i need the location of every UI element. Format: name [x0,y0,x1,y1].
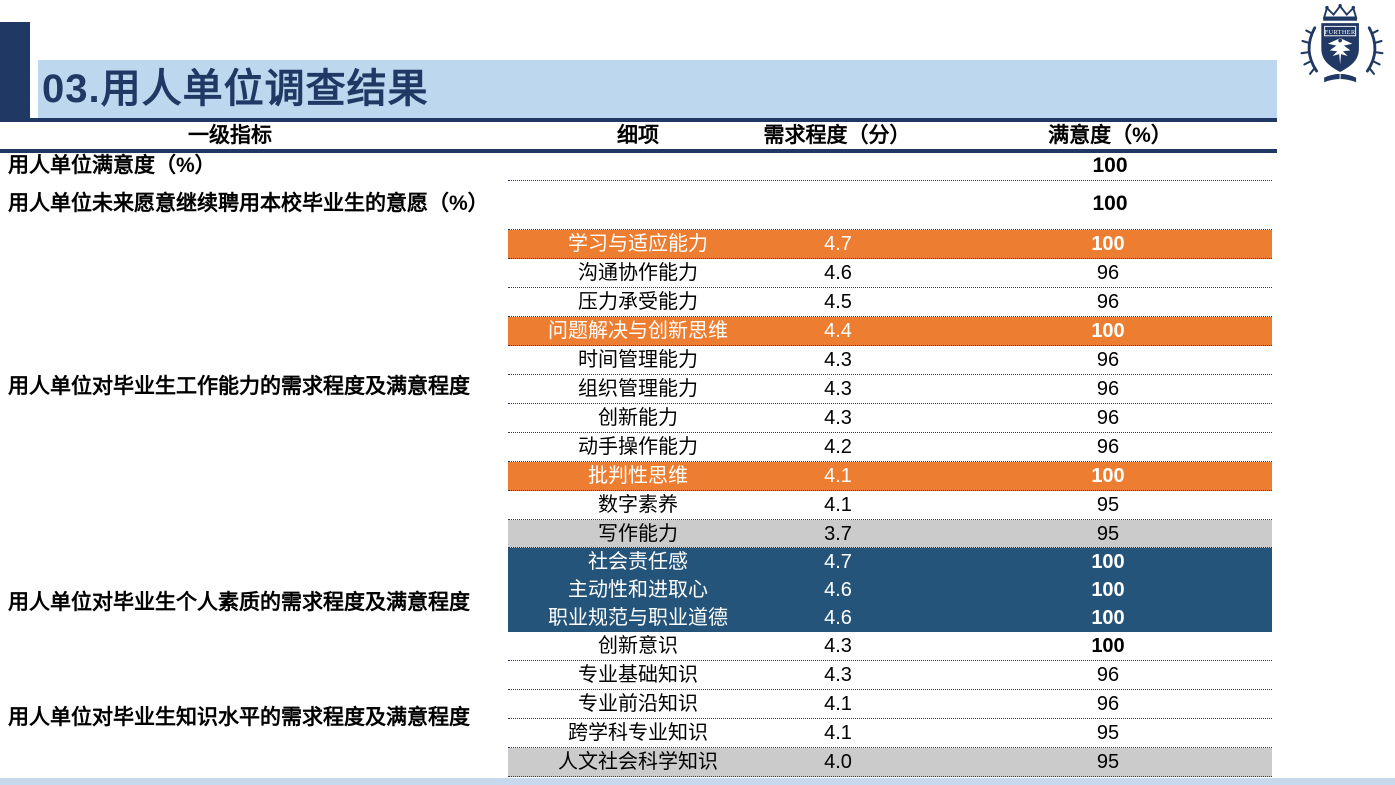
satisfaction-value: 96 [1096,348,1120,371]
table-row: 专业前沿知识 4.1 96 [508,690,1272,720]
demand-score-value: 4.1 [824,493,852,516]
table-row: 创新意识 4.3 100 [508,632,1272,662]
detail-item-label: 数字素养 [598,493,678,516]
page-title: 03.用人单位调查结果 [42,67,429,111]
detail-item-label: 沟通协作能力 [578,261,698,284]
table-row: 专业基础知识 4.3 96 [508,661,1272,691]
group-label-work-ability: 用人单位对毕业生工作能力的需求程度及满意程度 [8,375,470,398]
detail-item-label: 专业前沿知识 [578,693,698,716]
detail-item-label: 批判性思维 [588,464,688,487]
satisfaction-value: 100 [1091,464,1125,487]
satisfaction-value: 100 [1091,635,1125,658]
satisfaction-value: 100 [1091,319,1125,342]
detail-item-label: 创新能力 [598,406,678,429]
detail-rows-container: 学习与适应能力 4.7 100 沟通协作能力 4.6 96 压力承受能力 4.5… [508,229,1272,778]
summary-row-rehire-label: 用人单位未来愿意继续聘用本校毕业生的意愿（%） [8,192,489,215]
demand-score-value: 4.2 [824,435,852,458]
column-header-detail: 细项 [617,124,659,147]
satisfaction-value: 96 [1096,377,1120,400]
detail-item-label: 社会责任感 [588,551,688,574]
detail-item-label: 动手操作能力 [578,435,698,458]
detail-item-label: 压力承受能力 [578,290,698,313]
column-header-satisfaction: 满意度（%） [1048,124,1172,147]
satisfaction-value: 96 [1096,693,1120,716]
demand-score-value: 4.1 [824,722,852,745]
demand-score-value: 4.3 [824,348,852,371]
table-row: 跨学科专业知识 4.1 95 [508,719,1272,749]
detail-item-label: 写作能力 [598,522,678,545]
table-row: 学习与适应能力 4.7 100 [508,230,1272,259]
satisfaction-value: 100 [1091,551,1125,574]
satisfaction-value: 100 [1091,579,1125,602]
summary-row-satisfaction-label: 用人单位满意度（%） [8,154,216,177]
school-crest-logo-icon: FURTHER [1295,2,1389,94]
table-row: 数字素养 4.1 95 [508,490,1272,520]
column-header-demand: 需求程度（分） [763,124,911,147]
summary-row-rehire-value: 100 [1092,192,1128,215]
table-top-rule [0,118,1277,122]
demand-score-value: 4.7 [824,232,852,255]
table-row: 组织管理能力 4.3 96 [508,374,1272,404]
row-divider [508,180,1272,181]
bottom-accent-bar [0,778,1395,785]
demand-score-value: 4.3 [824,635,852,658]
demand-score-value: 4.3 [824,377,852,400]
table-header-rule [0,149,1277,153]
demand-score-value: 4.3 [824,406,852,429]
satisfaction-value: 96 [1096,290,1120,313]
demand-score-value: 4.1 [824,693,852,716]
demand-score-value: 4.1 [824,464,852,487]
demand-score-value: 4.3 [824,664,852,687]
demand-score-value: 4.6 [824,607,852,630]
column-header-indicator: 一级指标 [188,124,272,147]
detail-item-label: 跨学科专业知识 [568,722,708,745]
table-row: 问题解决与创新思维 4.4 100 [508,316,1272,346]
demand-score-value: 4.4 [824,319,852,342]
satisfaction-value: 95 [1096,493,1120,516]
title-accent-bar [0,22,30,118]
table-row: 批判性思维 4.1 100 [508,461,1272,491]
satisfaction-value: 95 [1096,751,1120,774]
svg-text:FURTHER: FURTHER [1325,30,1356,36]
demand-score-value: 4.7 [824,551,852,574]
demand-score-value: 3.7 [824,522,852,545]
satisfaction-value: 100 [1091,232,1125,255]
table-row: 沟通协作能力 4.6 96 [508,258,1272,288]
detail-item-label: 专业基础知识 [578,664,698,687]
table-row: 社会责任感 4.7 100 [508,548,1272,577]
group-label-personal-quality: 用人单位对毕业生个人素质的需求程度及满意程度 [8,591,470,614]
demand-score-value: 4.5 [824,290,852,313]
satisfaction-value: 95 [1096,722,1120,745]
table-row: 主动性和进取心 4.6 100 [508,576,1272,605]
detail-item-label: 组织管理能力 [578,377,698,400]
table-row: 压力承受能力 4.5 96 [508,287,1272,317]
satisfaction-value: 95 [1096,522,1120,545]
table-row: 时间管理能力 4.3 96 [508,345,1272,375]
detail-item-label: 问题解决与创新思维 [548,319,728,342]
title-band: 03.用人单位调查结果 [38,60,1277,118]
satisfaction-value: 96 [1096,664,1120,687]
group-label-knowledge: 用人单位对毕业生知识水平的需求程度及满意程度 [8,706,470,729]
detail-item-label: 人文社会科学知识 [558,751,718,774]
detail-item-label: 主动性和进取心 [568,579,708,602]
detail-item-label: 学习与适应能力 [568,232,708,255]
table-row: 创新能力 4.3 96 [508,403,1272,433]
satisfaction-value: 100 [1091,607,1125,630]
table-row: 写作能力 3.7 95 [508,519,1272,549]
detail-item-label: 时间管理能力 [578,348,698,371]
detail-item-label: 职业规范与职业道德 [548,607,728,630]
table-row: 动手操作能力 4.2 96 [508,432,1272,462]
table-row: 职业规范与职业道德 4.6 100 [508,604,1272,633]
detail-item-label: 创新意识 [598,635,678,658]
demand-score-value: 4.6 [824,261,852,284]
demand-score-value: 4.0 [824,751,852,774]
satisfaction-value: 96 [1096,406,1120,429]
demand-score-value: 4.6 [824,579,852,602]
satisfaction-value: 96 [1096,435,1120,458]
summary-row-satisfaction-value: 100 [1092,154,1128,177]
satisfaction-value: 96 [1096,261,1120,284]
table-row: 人文社会科学知识 4.0 95 [508,748,1272,778]
